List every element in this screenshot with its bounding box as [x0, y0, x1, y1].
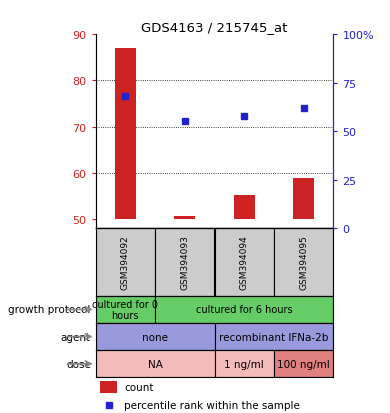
- Text: dose: dose: [66, 359, 91, 369]
- Text: 100 ng/ml: 100 ng/ml: [277, 359, 330, 369]
- Text: cultured for 6 hours: cultured for 6 hours: [196, 305, 292, 315]
- Text: count: count: [124, 382, 154, 392]
- Bar: [96, 350, 214, 377]
- Bar: [155, 228, 215, 296]
- Bar: [115, 49, 136, 219]
- Bar: [100, 381, 117, 394]
- Text: recombinant IFNa-2b: recombinant IFNa-2b: [219, 332, 329, 342]
- Bar: [96, 296, 155, 323]
- Text: 1 ng/ml: 1 ng/ml: [224, 359, 264, 369]
- Text: growth protocol: growth protocol: [9, 305, 91, 315]
- Text: agent: agent: [61, 332, 91, 342]
- Bar: [234, 195, 255, 219]
- Text: GSM394092: GSM394092: [121, 235, 130, 290]
- Bar: [215, 323, 333, 350]
- Text: GSM394094: GSM394094: [240, 235, 249, 290]
- Text: percentile rank within the sample: percentile rank within the sample: [124, 400, 300, 410]
- Text: NA: NA: [147, 359, 163, 369]
- Bar: [274, 350, 333, 377]
- Bar: [96, 228, 155, 296]
- Bar: [274, 228, 333, 296]
- Bar: [96, 323, 214, 350]
- Bar: [293, 179, 314, 219]
- Text: cultured for 0
hours: cultured for 0 hours: [92, 299, 158, 320]
- Bar: [155, 296, 333, 323]
- Bar: [215, 228, 274, 296]
- Text: GSM394095: GSM394095: [299, 235, 308, 290]
- Text: none: none: [142, 332, 168, 342]
- Bar: [215, 350, 274, 377]
- Text: GSM394093: GSM394093: [180, 235, 189, 290]
- Title: GDS4163 / 215745_at: GDS4163 / 215745_at: [141, 21, 288, 34]
- Bar: [174, 216, 195, 219]
